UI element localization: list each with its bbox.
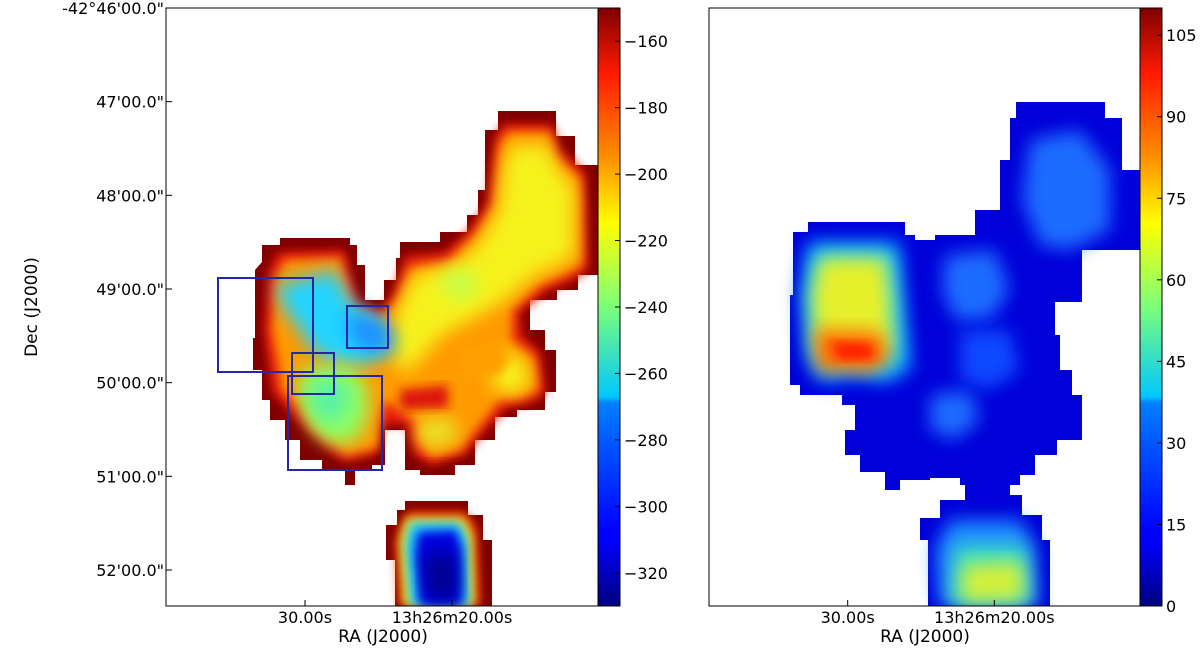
colorbar-tick-label: −220 xyxy=(624,232,668,251)
left-colorbar-gradient xyxy=(598,8,620,606)
y-tick-label: 50'00.0" xyxy=(96,374,164,393)
right-x-axis-title: RA (J2000) xyxy=(880,627,970,647)
left-western-depression xyxy=(275,270,395,445)
y-tick-label: 48'00.0" xyxy=(96,186,164,205)
colorbar-tick-label: −200 xyxy=(624,165,668,184)
colorbar-tick-label: 45 xyxy=(1166,352,1186,371)
colorbar-tick-label: 30 xyxy=(1166,434,1186,453)
left-heatmap-image xyxy=(217,111,598,606)
right-colorbar-gradient xyxy=(1140,8,1162,606)
colorbar-tick-label: 60 xyxy=(1166,271,1186,290)
colorbar-tick-label: −260 xyxy=(624,364,668,383)
colorbar-tick-label: 15 xyxy=(1166,515,1186,534)
left-y-axis-title: Dec (J2000) xyxy=(22,257,42,357)
right-heatmap-image xyxy=(790,102,1140,606)
right-colorbar: 0 15 30 45 60 75 90 105 xyxy=(1139,7,1197,616)
colorbar-tick-label: 90 xyxy=(1166,108,1186,127)
left-x-axis-title: RA (J2000) xyxy=(338,627,428,647)
x-tick-label: 30.00s xyxy=(278,608,332,627)
right-x-ticks: 30.00s 13h26m20.00s xyxy=(821,600,1055,627)
colorbar-tick-label: −280 xyxy=(624,431,668,450)
colorbar-tick-label: 105 xyxy=(1166,26,1197,45)
left-panel: -42°46'00.0" 47'00.0" 48'00.0" 49'00.0" 50'0… xyxy=(22,0,668,647)
colorbar-tick-label: −300 xyxy=(624,497,668,516)
colorbar-tick-label: −180 xyxy=(624,99,668,118)
y-tick-label: -42°46'00.0" xyxy=(62,0,164,18)
right-colorbar-ticks: 0 15 30 45 60 75 90 105 xyxy=(1157,26,1197,616)
overlay-box xyxy=(291,352,335,395)
x-tick-label: 30.00s xyxy=(821,608,875,627)
x-tick-label: 13h26m20.00s xyxy=(392,608,513,627)
left-box-overlays xyxy=(217,277,389,471)
colorbar-tick-label: −320 xyxy=(624,564,668,583)
colorbar-tick-label: −160 xyxy=(624,32,668,51)
colorbar-tick-label: −240 xyxy=(624,298,668,317)
colorbar-tick-label: 75 xyxy=(1166,189,1186,208)
left-x-ticks: 30.00s 13h26m20.00s xyxy=(278,600,512,627)
left-colorbar: −160 −180 −200 −220 −240 −260 −280 −300 −320 xyxy=(597,7,668,607)
y-tick-label: 52'00.0" xyxy=(96,561,164,580)
overlay-box xyxy=(287,375,383,471)
right-colorbar-frame xyxy=(1139,7,1163,607)
overlay-box xyxy=(346,305,389,349)
x-tick-label: 13h26m20.00s xyxy=(934,608,1055,627)
left-colorbar-ticks: −160 −180 −200 −220 −240 −260 −280 −300 −320 xyxy=(615,32,668,583)
left-y-ticks: -42°46'00.0" 47'00.0" 48'00.0" 49'00.0" 50'0… xyxy=(62,0,172,580)
colorbar-tick-label: 0 xyxy=(1166,597,1176,616)
y-tick-label: 47'00.0" xyxy=(96,93,164,112)
right-panel: 30.00s 13h26m20.00s RA (J2000) 0 15 30 45 60 7… xyxy=(708,7,1197,647)
right-southern-cloud xyxy=(920,485,1050,606)
y-tick-label: 51'00.0" xyxy=(96,467,164,486)
overlay-box xyxy=(217,277,314,373)
left-southern-cloud xyxy=(386,501,492,606)
y-tick-label: 49'00.0" xyxy=(96,280,164,299)
right-main-cloud xyxy=(790,102,1140,490)
